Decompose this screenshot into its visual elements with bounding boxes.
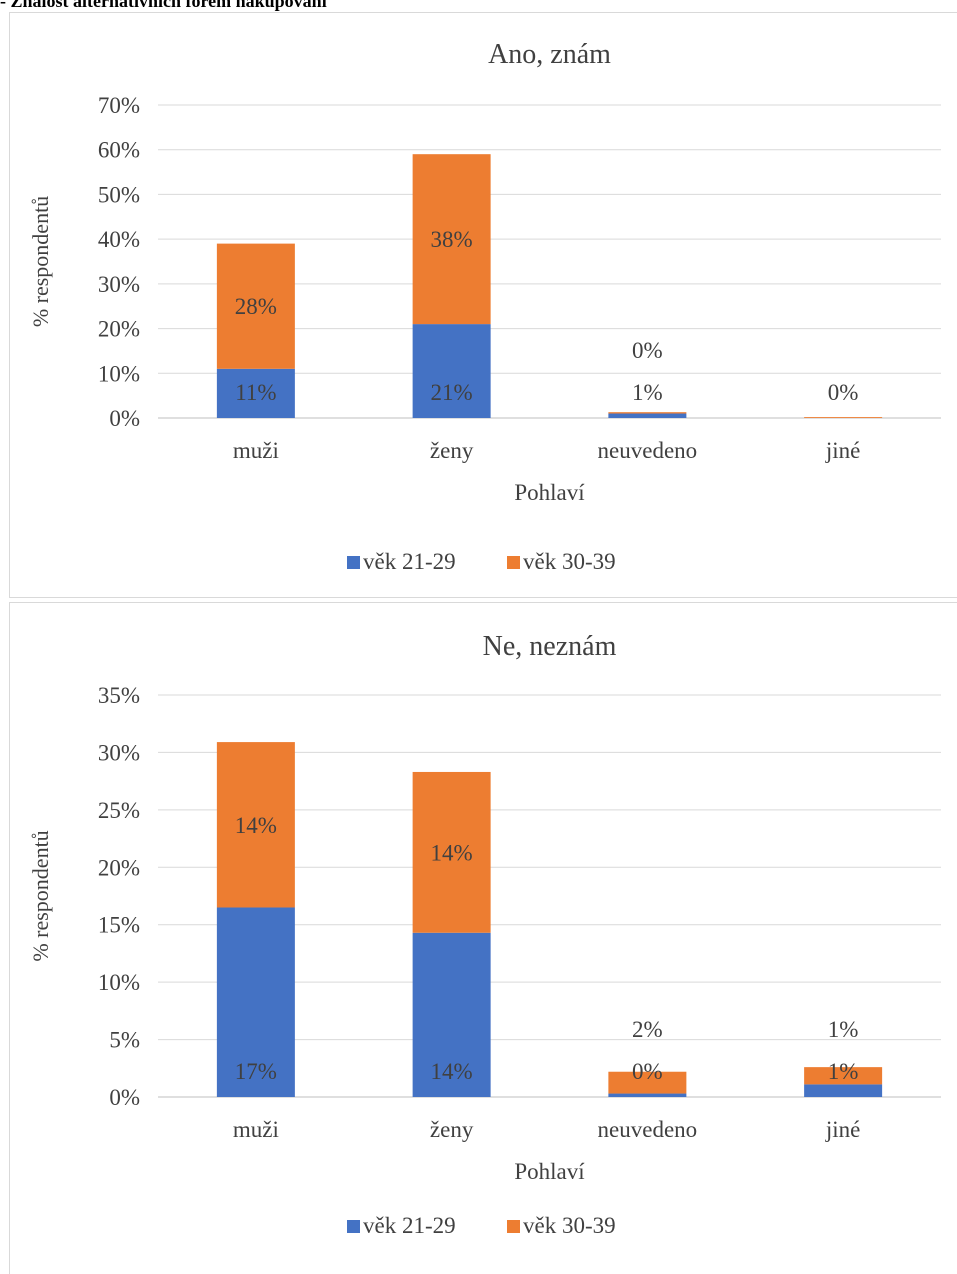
bar-vek-21-29 [412,932,491,1097]
x-tick-label: neuvedeno [598,438,698,463]
data-label: 0% [828,380,859,405]
data-label: 0% [632,1059,663,1084]
x-tick-label: muži [233,1117,279,1142]
legend-entry: věk 30-39 [523,549,616,574]
x-tick-label: muži [233,438,279,463]
bar-vek-30-39 [216,243,295,369]
y-tick-label: 10% [98,361,140,386]
chart-title: Ano, znám [488,39,611,70]
y-tick-label: 0% [109,1085,140,1110]
x-tick-label: ženy [430,1117,474,1142]
legend-swatch [347,1220,360,1233]
y-tick-label: 30% [98,740,140,765]
y-tick-label: 35% [98,683,140,708]
bar-vek-21-29 [412,324,491,418]
bar-vek-30-39 [216,742,295,908]
bar-vek-21-29 [608,413,687,418]
y-tick-label: 20% [98,317,140,342]
x-axis-label: Pohlaví [514,480,585,505]
bar-vek-21-29 [804,1084,883,1097]
data-label: 1% [828,1059,859,1084]
bar-vek-21-29 [216,368,295,418]
bar-vek-30-39 [412,154,491,325]
y-tick-label: 0% [109,406,140,431]
bar-vek-21-29 [608,1093,687,1097]
chart-title: Ne, neznám [483,631,617,662]
chart-ano-znam-svg: Ano, znám 0% 10% 20% 30% 40% 50% 60% 70% % respon… [28,39,941,574]
legend-entry: věk 21-29 [363,549,456,574]
legend-swatch [507,1220,520,1233]
x-axis-label: Pohlaví [514,1159,585,1184]
bar-vek-30-39 [804,1067,883,1085]
data-label: 1% [632,380,663,405]
legend-swatch [507,556,520,569]
page-heading: - Znalost alternativních forem nakupován… [0,0,327,11]
x-tick-label: jiné [825,438,861,463]
x-tick-label: neuvedeno [598,1117,698,1142]
bar-vek-30-39 [608,1071,687,1094]
data-label: 28% [235,294,277,319]
bar-vek-30-39 [412,771,491,933]
data-label: 14% [235,813,277,838]
y-axis-label: % respondentů [28,196,53,327]
y-tick-label: 40% [98,227,140,252]
y-tick-label: 20% [98,855,140,880]
chart-ne-neznam-svg: Ne, neznám 0% 5% 10% 15% 20% 25% 30% 35% % respon… [28,631,941,1238]
bar-vek-21-29 [216,907,295,1097]
legend-entry: věk 30-39 [523,1213,616,1238]
x-tick-label: jiné [825,1117,861,1142]
y-tick-label: 70% [98,93,140,118]
y-tick-label: 10% [98,970,140,995]
y-tick-label: 5% [109,1028,140,1053]
chart-ano-znam: Ano, znám 0% 10% 20% 30% 40% 50% 60% 70% % respon… [9,12,957,598]
data-label: 0% [632,338,663,363]
data-label: 38% [431,227,473,252]
y-axis-label: % respondentů [28,830,53,961]
data-label: 2% [632,1017,663,1042]
y-tick-label: 60% [98,138,140,163]
y-tick-label: 15% [98,913,140,938]
bar-vek-30-39 [804,417,883,418]
y-tick-label: 25% [98,798,140,823]
legend-entry: věk 21-29 [363,1213,456,1238]
data-label: 14% [431,1059,473,1084]
chart-ne-neznam: Ne, neznám 0% 5% 10% 15% 20% 25% 30% 35% % respon… [9,602,957,1274]
y-tick-label: 30% [98,272,140,297]
data-label: 21% [431,380,473,405]
data-label: 11% [235,380,276,405]
data-label: 17% [235,1059,277,1084]
data-label: 14% [431,840,473,865]
bar-vek-30-39 [608,412,687,414]
data-label: 1% [828,1017,859,1042]
legend-swatch [347,556,360,569]
y-tick-label: 50% [98,182,140,207]
x-tick-label: ženy [430,438,474,463]
